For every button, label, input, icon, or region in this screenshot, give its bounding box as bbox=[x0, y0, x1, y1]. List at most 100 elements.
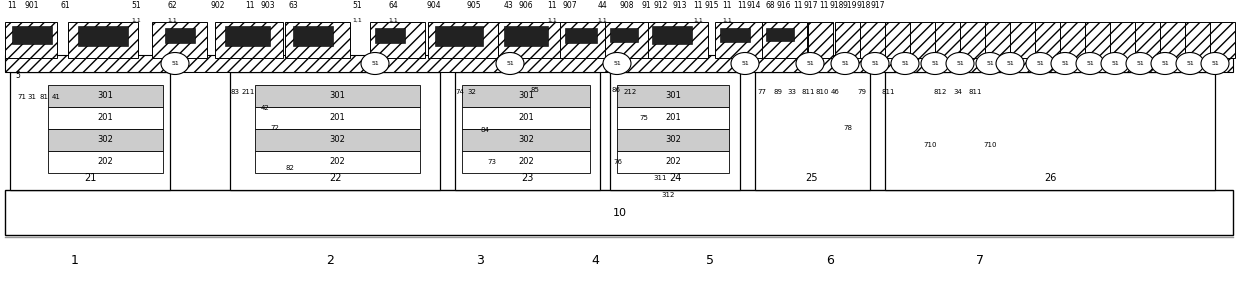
Text: 81: 81 bbox=[40, 94, 48, 100]
Text: 1,1: 1,1 bbox=[598, 18, 606, 23]
Text: 51: 51 bbox=[742, 61, 749, 66]
Text: 21: 21 bbox=[84, 173, 97, 183]
Text: 904: 904 bbox=[427, 1, 441, 10]
Text: 201: 201 bbox=[665, 114, 681, 123]
Text: 51: 51 bbox=[956, 61, 963, 66]
Text: 51: 51 bbox=[1211, 61, 1219, 66]
Text: 710: 710 bbox=[924, 142, 936, 148]
Bar bbox=[1210, 22, 1235, 58]
Bar bbox=[1035, 22, 1060, 58]
Text: 905: 905 bbox=[466, 1, 481, 10]
Bar bbox=[165, 28, 195, 43]
Bar bbox=[1159, 22, 1185, 58]
Bar bbox=[370, 22, 425, 58]
Bar bbox=[618, 151, 729, 173]
Ellipse shape bbox=[1101, 53, 1128, 75]
Ellipse shape bbox=[921, 53, 949, 75]
Text: 33: 33 bbox=[787, 89, 796, 95]
Text: 11: 11 bbox=[246, 1, 254, 10]
Text: 51: 51 bbox=[841, 61, 849, 66]
Text: 917: 917 bbox=[804, 1, 818, 10]
Bar bbox=[935, 22, 960, 58]
Text: 51: 51 bbox=[1006, 61, 1014, 66]
Text: 51: 51 bbox=[1161, 61, 1169, 66]
Bar bbox=[1011, 22, 1035, 58]
Text: 202: 202 bbox=[518, 158, 534, 166]
Text: 812: 812 bbox=[934, 89, 946, 95]
Text: 11: 11 bbox=[794, 1, 802, 10]
Bar bbox=[618, 107, 729, 129]
Text: 26: 26 bbox=[1044, 173, 1056, 183]
Ellipse shape bbox=[796, 53, 825, 75]
Text: 11: 11 bbox=[820, 1, 828, 10]
Bar bbox=[374, 28, 405, 43]
Text: 917: 917 bbox=[870, 1, 885, 10]
Bar bbox=[153, 22, 207, 58]
Text: 311: 311 bbox=[653, 175, 667, 181]
Text: 902: 902 bbox=[211, 1, 226, 10]
Text: 302: 302 bbox=[518, 136, 534, 144]
Bar bbox=[1135, 22, 1159, 58]
Text: 42: 42 bbox=[260, 105, 269, 111]
Text: 51: 51 bbox=[1187, 61, 1194, 66]
Bar bbox=[463, 107, 590, 129]
Bar bbox=[498, 22, 563, 58]
Text: 5: 5 bbox=[706, 253, 714, 266]
Text: 78: 78 bbox=[843, 125, 853, 131]
Text: 51: 51 bbox=[872, 61, 879, 66]
Text: 202: 202 bbox=[98, 158, 113, 166]
Text: 63: 63 bbox=[288, 1, 298, 10]
Text: 43: 43 bbox=[505, 1, 513, 10]
Bar bbox=[885, 22, 910, 58]
Text: 41: 41 bbox=[52, 94, 61, 100]
Text: 914: 914 bbox=[746, 1, 761, 10]
Ellipse shape bbox=[361, 53, 389, 75]
Text: 6: 6 bbox=[826, 253, 835, 266]
Text: 913: 913 bbox=[673, 1, 687, 10]
Text: 46: 46 bbox=[831, 89, 839, 95]
Ellipse shape bbox=[1076, 53, 1104, 75]
Text: 51: 51 bbox=[901, 61, 909, 66]
Bar bbox=[885, 72, 1215, 190]
Text: 51: 51 bbox=[986, 61, 994, 66]
Bar bbox=[605, 22, 657, 58]
Bar bbox=[720, 28, 750, 42]
Text: 1,1: 1,1 bbox=[167, 18, 177, 23]
Bar bbox=[861, 22, 885, 58]
Text: 901: 901 bbox=[25, 1, 40, 10]
Text: 811: 811 bbox=[968, 89, 982, 95]
Text: 202: 202 bbox=[330, 158, 346, 166]
Bar bbox=[618, 129, 729, 151]
Text: 32: 32 bbox=[467, 89, 476, 95]
Text: 51: 51 bbox=[1037, 61, 1044, 66]
Text: 912: 912 bbox=[653, 1, 668, 10]
Text: 201: 201 bbox=[98, 114, 113, 123]
Text: 86: 86 bbox=[611, 87, 620, 93]
Text: 64: 64 bbox=[388, 1, 398, 10]
Text: 10: 10 bbox=[613, 208, 627, 218]
Text: 31: 31 bbox=[27, 94, 36, 100]
Text: 34: 34 bbox=[954, 89, 962, 95]
Text: 11: 11 bbox=[722, 1, 732, 10]
Text: 23: 23 bbox=[521, 173, 533, 183]
Text: 1,1: 1,1 bbox=[722, 18, 732, 23]
Bar bbox=[255, 85, 420, 107]
Text: 918: 918 bbox=[830, 1, 844, 10]
Text: 62: 62 bbox=[167, 1, 177, 10]
Bar bbox=[766, 28, 794, 41]
Text: 302: 302 bbox=[98, 136, 113, 144]
Bar bbox=[503, 26, 548, 46]
Text: 1,1: 1,1 bbox=[131, 18, 141, 23]
Text: 918: 918 bbox=[857, 1, 872, 10]
Bar bbox=[48, 85, 162, 107]
Text: 79: 79 bbox=[858, 89, 867, 95]
Text: 201: 201 bbox=[518, 114, 534, 123]
Bar bbox=[78, 26, 128, 46]
Text: 301: 301 bbox=[98, 92, 113, 101]
Bar bbox=[1110, 22, 1135, 58]
Bar bbox=[12, 26, 52, 44]
Bar bbox=[463, 85, 590, 107]
Bar bbox=[285, 22, 350, 58]
Bar bbox=[835, 22, 861, 58]
Bar bbox=[435, 26, 484, 46]
